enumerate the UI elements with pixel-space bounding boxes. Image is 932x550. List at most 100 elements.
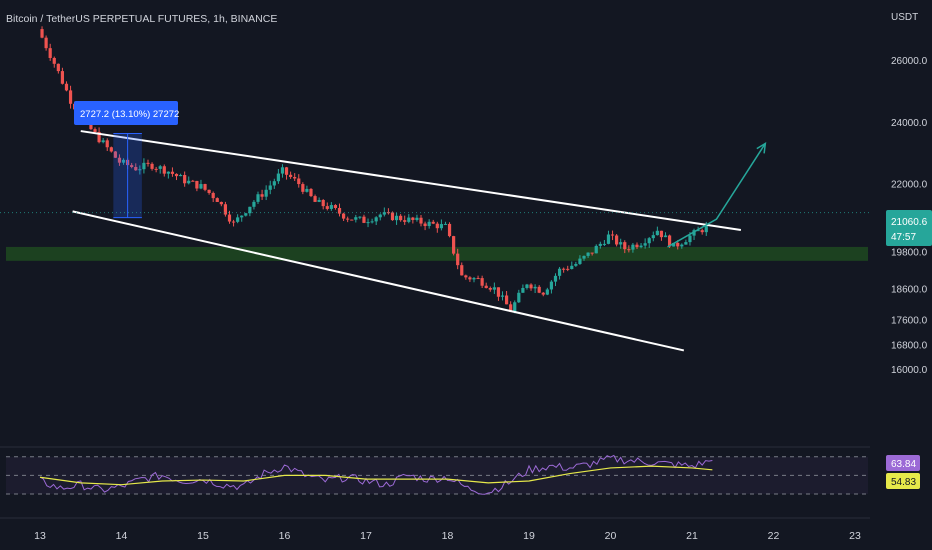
candle-body <box>146 162 150 164</box>
candle-body <box>464 275 468 278</box>
candle-body <box>134 167 138 171</box>
time-tick-label: 22 <box>768 530 780 542</box>
candle-body <box>655 230 659 236</box>
candle-body <box>301 184 305 192</box>
candle-body <box>696 230 700 232</box>
candle-body <box>305 188 309 192</box>
time-tick-label: 17 <box>360 530 372 542</box>
candle-body <box>663 235 668 238</box>
candle-body <box>252 201 256 207</box>
candle-body <box>158 166 162 169</box>
last-price-badge: 21060.6 47:57 <box>886 210 932 246</box>
candle-body <box>627 249 631 251</box>
candle-body <box>199 184 203 189</box>
candle-body <box>557 268 562 276</box>
candle-body <box>399 215 403 221</box>
rsi-band <box>6 456 868 494</box>
candle-body <box>130 165 134 168</box>
candle-body <box>370 221 374 223</box>
candle-body <box>89 120 93 130</box>
candle-body <box>105 140 109 148</box>
candle-body <box>472 278 476 280</box>
candle-body <box>619 242 623 245</box>
candle-body <box>68 90 73 104</box>
candle-body <box>631 244 635 250</box>
candle-body <box>354 217 358 220</box>
candle-body <box>236 217 240 222</box>
upper-trendline[interactable] <box>80 130 742 231</box>
candle-body <box>203 184 207 190</box>
candle-body <box>582 255 586 259</box>
candle-body <box>676 242 680 247</box>
candle-body <box>484 285 488 289</box>
candle-body <box>419 217 423 224</box>
candle-body <box>264 189 268 197</box>
price-axis[interactable]: USDT 26000.0 24000.0 22000.0 19800.0 18600.0… <box>891 12 928 376</box>
candle-body <box>574 263 578 266</box>
candle-body <box>350 219 354 221</box>
candle-body <box>93 129 97 132</box>
candle-body <box>187 180 191 184</box>
candle-body <box>60 71 65 84</box>
candle-body <box>586 252 590 256</box>
price-tick-label: 22000.0 <box>891 180 928 191</box>
candle-body <box>533 286 537 289</box>
measure-tool[interactable]: 2727.2 (13.10%) 27272 <box>74 101 179 219</box>
time-tick-label: 18 <box>442 530 454 542</box>
rsi-badges: 63.84 54.83 <box>886 455 920 489</box>
candle-body <box>390 212 395 221</box>
candle-body <box>431 221 435 224</box>
candle-body <box>150 163 154 169</box>
candle-body <box>623 242 627 250</box>
candle-body <box>704 224 708 233</box>
candle-body <box>329 205 333 209</box>
projection-arrow[interactable] <box>667 141 767 248</box>
candle-body <box>223 204 228 215</box>
candle-body <box>358 216 362 218</box>
candle-body <box>423 223 427 227</box>
time-axis[interactable]: 13 14 15 16 17 18 19 20 21 22 23 <box>0 517 870 542</box>
candle-body <box>452 236 456 254</box>
candle-body <box>480 278 484 286</box>
candle-body <box>492 287 496 290</box>
candle-body <box>509 304 513 312</box>
candle-body <box>362 216 366 223</box>
candle-body <box>598 243 602 246</box>
candle-body <box>191 180 195 182</box>
candle-body <box>521 287 525 293</box>
time-tick-label: 16 <box>279 530 291 542</box>
candle-body <box>443 223 448 225</box>
candle-body <box>456 253 460 266</box>
time-tick-label: 14 <box>116 530 128 542</box>
candle-body <box>578 258 582 264</box>
candle-body <box>44 37 48 49</box>
candle-body <box>337 207 342 214</box>
candle-body <box>517 292 521 303</box>
candle-body <box>382 212 386 215</box>
candle-body <box>545 289 549 295</box>
candle-body <box>272 181 276 186</box>
candle-body <box>170 171 175 174</box>
candle-body <box>602 243 606 245</box>
candle-body <box>639 245 643 248</box>
candle-body <box>643 243 647 246</box>
lower-trendline[interactable] <box>72 210 685 352</box>
projection-arrowhead <box>756 141 767 154</box>
candle-body <box>101 140 105 143</box>
price-pane[interactable]: 2727.2 (13.10%) 27272 <box>0 26 870 352</box>
candle-body <box>154 168 158 170</box>
candle-body <box>325 206 329 209</box>
candle-body <box>667 235 672 247</box>
time-tick-label: 21 <box>686 530 698 542</box>
candle-body <box>280 167 285 174</box>
price-tick-label: 18600.0 <box>891 285 928 296</box>
candle-body <box>394 215 399 221</box>
candle-body <box>570 265 574 269</box>
candle-body <box>460 265 464 276</box>
rsi-pane[interactable] <box>6 454 868 495</box>
candle-body <box>256 194 260 202</box>
projection-path[interactable] <box>667 143 766 248</box>
candle-body <box>635 244 639 248</box>
trendlines[interactable] <box>72 130 742 352</box>
